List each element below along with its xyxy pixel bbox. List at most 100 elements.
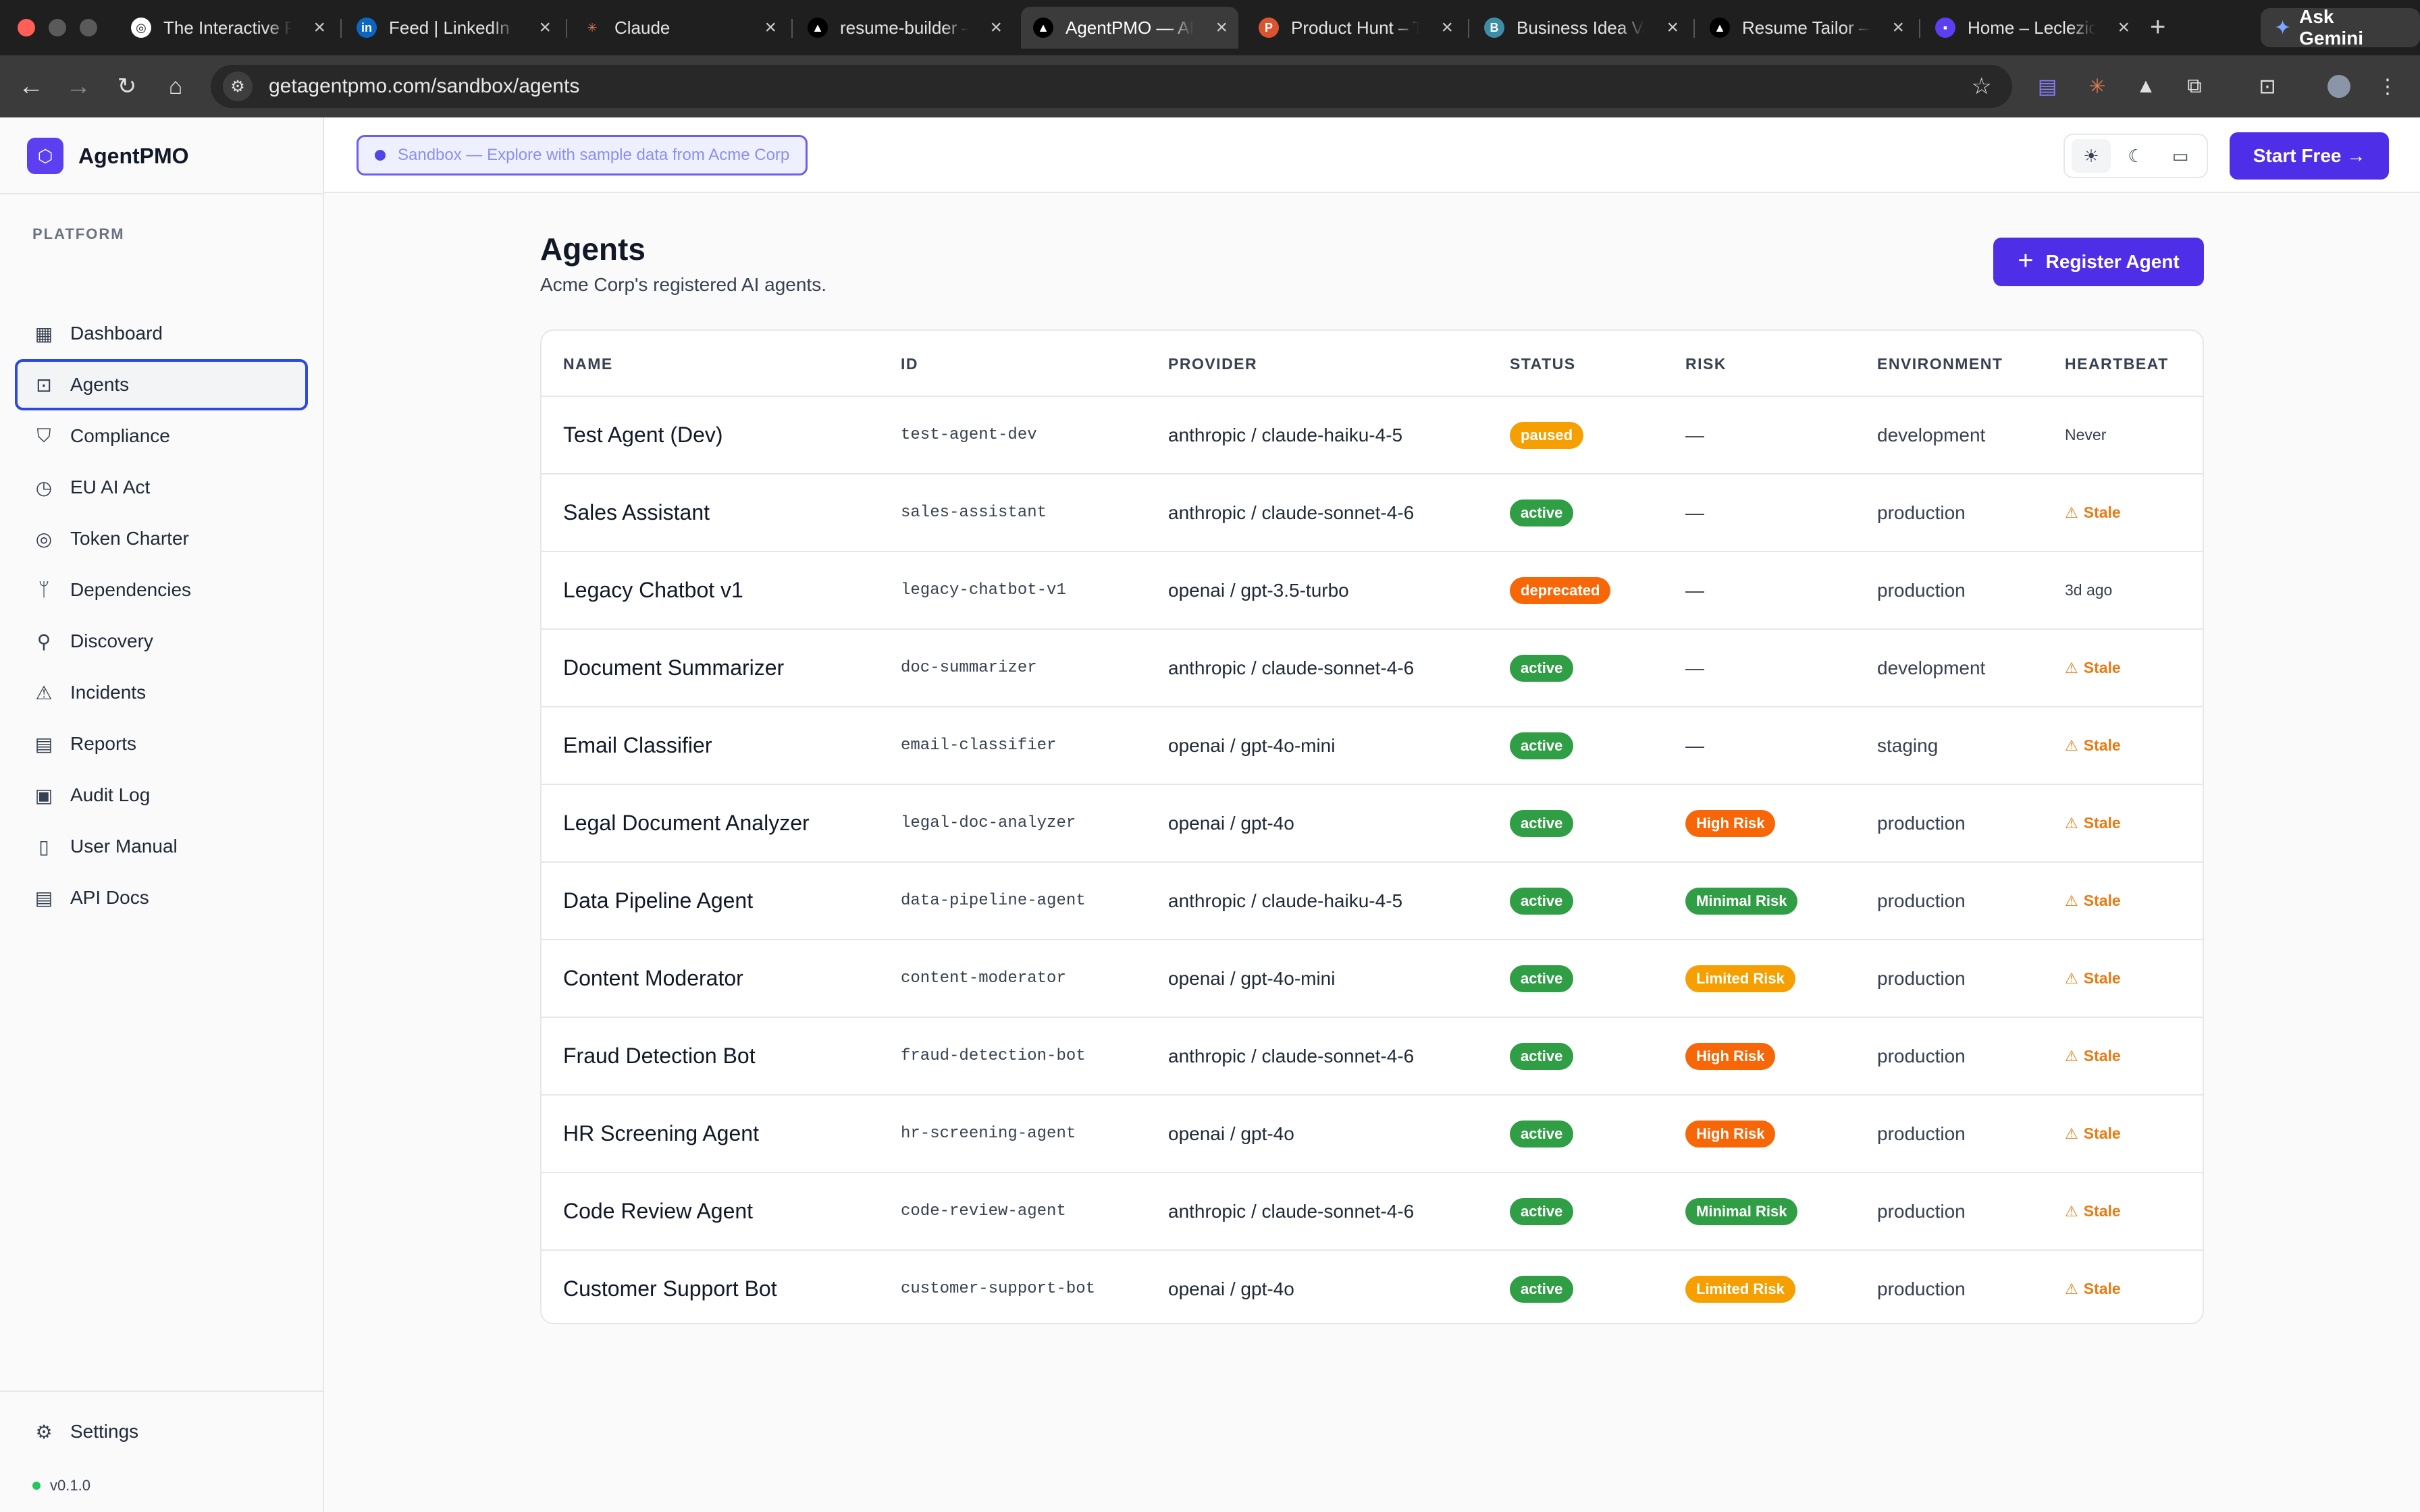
extensions-puzzle-icon[interactable]: ⧉ (2187, 75, 2202, 97)
sidebar-item-compliance[interactable]: ⛉ Compliance (15, 410, 308, 462)
agent-name[interactable]: Test Agent (Dev) (563, 423, 723, 447)
sidebar-item-api-docs[interactable]: ▤ API Docs (15, 872, 308, 923)
home-icon[interactable]: ⌂ (168, 73, 183, 99)
browser-tab[interactable]: ▲ AgentPMO — AI × (1021, 7, 1238, 49)
brand[interactable]: ⬡ AgentPMO (27, 138, 189, 174)
table-row[interactable]: Data Pipeline Agent data-pipeline-agent an… (542, 863, 2203, 940)
browser-menu-icon[interactable]: ⋮ (2377, 75, 2398, 98)
sidebar-item-settings[interactable]: ⚙ Settings (15, 1406, 308, 1457)
column-header-risk[interactable]: RISK (1685, 355, 1727, 373)
heartbeat-cell: ⚠ Stale (2065, 1096, 2121, 1172)
agent-name[interactable]: Code Review Agent (563, 1199, 754, 1223)
table-row[interactable]: HR Screening Agent hr-screening-agent open… (542, 1096, 2203, 1173)
column-header-environment[interactable]: ENVIRONMENT (1877, 355, 2003, 373)
close-tab-icon[interactable]: × (539, 16, 551, 38)
table-row[interactable]: Content Moderator content-moderator openai… (542, 940, 2203, 1018)
start-free-button[interactable]: Start Free → (2230, 132, 2389, 180)
agent-id: email-classifier (901, 736, 1057, 755)
table-row[interactable]: Code Review Agent code-review-agent anthro… (542, 1173, 2203, 1251)
sidebar-item-user-manual[interactable]: ▯ User Manual (15, 821, 308, 872)
extension-claude-icon[interactable]: ✳ (2088, 75, 2106, 98)
column-header-provider[interactable]: PROVIDER (1168, 355, 1258, 373)
table-row[interactable]: Legal Document Analyzer legal-doc-analyze… (542, 785, 2203, 863)
agent-environment: production (1877, 812, 1966, 834)
risk-cell: Limited Risk (1685, 1251, 1795, 1323)
extension-triangle-icon[interactable]: ▲ (2136, 75, 2156, 97)
agent-name[interactable]: Customer Support Bot (563, 1276, 777, 1301)
monitor-icon[interactable]: ▭ (2172, 145, 2189, 166)
sidebar-item-dependencies[interactable]: ᛘ Dependencies (15, 564, 308, 616)
sidebar-item-reports[interactable]: ▤ Reports (15, 718, 308, 770)
ask-gemini-button[interactable]: ✦ Ask Gemini (2261, 6, 2420, 49)
browser-tab[interactable]: P Product Hunt – T × (1246, 7, 1464, 49)
triangle-icon: ▲ (808, 18, 828, 38)
agent-name[interactable]: HR Screening Agent (563, 1121, 759, 1145)
sidebar-item-label: Incidents (70, 682, 147, 703)
column-header-heartbeat[interactable]: HEARTBEAT (2065, 355, 2169, 373)
window-maximize-button[interactable] (80, 19, 97, 36)
address-bar[interactable]: ⚙ getagentpmo.com/sandbox/agents ☆ (211, 65, 2012, 108)
browser-tab[interactable]: ◎ The Interactive P × (119, 7, 336, 49)
new-tab-button[interactable]: + (2150, 12, 2166, 42)
table-row[interactable]: Fraud Detection Bot fraud-detection-bot an… (542, 1018, 2203, 1096)
tab-search-icon[interactable]: ⊡ (2259, 75, 2276, 98)
agent-name[interactable]: Sales Assistant (563, 500, 710, 524)
agent-name[interactable]: Data Pipeline Agent (563, 888, 754, 913)
agent-name[interactable]: Document Summarizer (563, 655, 785, 680)
browser-tab[interactable]: B Business Idea Va × (1472, 7, 1689, 49)
moon-icon[interactable]: ☾ (2128, 145, 2144, 166)
close-tab-icon[interactable]: × (764, 16, 777, 38)
close-tab-icon[interactable]: × (2118, 16, 2130, 38)
table-row[interactable]: Document Summarizer doc-summarizer anthrop… (542, 630, 2203, 707)
heartbeat-stale: ⚠ Stale (2065, 892, 2121, 910)
extension-doc-icon[interactable]: ▤ (2037, 75, 2057, 98)
sun-icon[interactable]: ☀ (2072, 139, 2111, 173)
version-indicator: v0.1.0 (32, 1477, 90, 1494)
back-icon[interactable]: ← (18, 72, 44, 101)
browser-tab[interactable]: ▲ resume-builder – × (795, 7, 1013, 49)
close-tab-icon[interactable]: × (313, 16, 325, 38)
sidebar-item-token-charter[interactable]: ◎ Token Charter (15, 513, 308, 564)
agent-name[interactable]: Email Classifier (563, 733, 712, 757)
profile-avatar[interactable] (2325, 73, 2352, 100)
column-header-id[interactable]: ID (901, 355, 918, 373)
agent-name[interactable]: Legacy Chatbot v1 (563, 578, 743, 602)
table-row[interactable]: Email Classifier email-classifier openai /… (542, 707, 2203, 785)
close-tab-icon[interactable]: × (1666, 16, 1679, 38)
agent-environment: production (1877, 1123, 1966, 1144)
column-header-name[interactable]: NAME (563, 355, 613, 373)
sidebar-item-discovery[interactable]: ⚲ Discovery (15, 616, 308, 667)
main-content: Agents Acme Corp's registered AI agents.… (324, 193, 2420, 1512)
bookmark-star-icon[interactable]: ☆ (1971, 74, 1992, 99)
register-agent-button[interactable]: + Register Agent (1993, 238, 2204, 286)
close-tab-icon[interactable]: × (1892, 16, 1904, 38)
sidebar-item-eu-ai-act[interactable]: ◷ EU AI Act (15, 462, 308, 513)
status-badge: paused (1510, 421, 1584, 449)
table-row[interactable]: Customer Support Bot customer-support-bot… (542, 1251, 2203, 1323)
close-tab-icon[interactable]: × (1215, 16, 1228, 38)
browser-tab[interactable]: in Feed | LinkedIn × (344, 7, 562, 49)
browser-tab[interactable]: ✳ Claude × (570, 7, 787, 49)
agent-name[interactable]: Legal Document Analyzer (563, 811, 810, 835)
window-close-button[interactable] (18, 19, 35, 36)
table-row[interactable]: Legacy Chatbot v1 legacy-chatbot-v1 openai… (542, 552, 2203, 630)
close-tab-icon[interactable]: × (990, 16, 1002, 38)
table-row[interactable]: Sales Assistant sales-assistant anthropic … (542, 475, 2203, 552)
forward-icon[interactable]: → (65, 72, 91, 101)
agent-name[interactable]: Content Moderator (563, 966, 743, 990)
agent-name[interactable]: Fraud Detection Bot (563, 1044, 756, 1068)
table-row[interactable]: Test Agent (Dev) test-agent-dev anthropic … (542, 397, 2203, 475)
sidebar-item-incidents[interactable]: ⚠ Incidents (15, 667, 308, 718)
sidebar-item-dashboard[interactable]: ▦ Dashboard (15, 308, 308, 359)
heartbeat-cell: ⚠ Stale (2065, 1173, 2121, 1249)
sidebar-item-audit-log[interactable]: ▣ Audit Log (15, 770, 308, 821)
column-header-status[interactable]: STATUS (1510, 355, 1576, 373)
reload-icon[interactable]: ↻ (117, 74, 137, 99)
browser-tab[interactable]: ▲ Resume Tailor — × (1698, 7, 1915, 49)
browser-tab[interactable]: ▪ Home – Leclezio × (1923, 7, 2140, 49)
window-minimize-button[interactable] (49, 19, 66, 36)
close-tab-icon[interactable]: × (1441, 16, 1453, 38)
heartbeat-stale: ⚠ Stale (2065, 1280, 2121, 1298)
sidebar-item-agents[interactable]: ⊡ Agents (15, 359, 308, 410)
site-settings-icon[interactable]: ⚙ (223, 72, 253, 101)
